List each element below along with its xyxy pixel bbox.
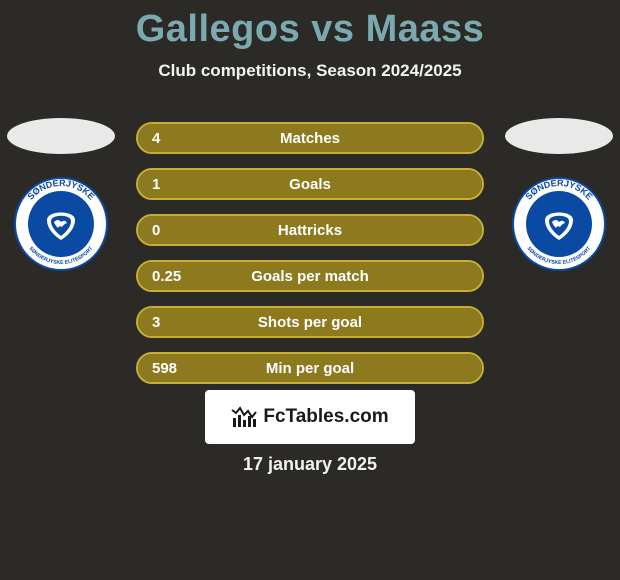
player-silhouette-right xyxy=(505,118,613,154)
stats-list: 4 Matches 1 Goals 0 Hattricks 0.25 Goals… xyxy=(138,124,482,400)
stat-row-border xyxy=(136,306,484,338)
stat-row-border xyxy=(136,352,484,384)
player-silhouette-left xyxy=(7,118,115,154)
logo-chart-icon xyxy=(231,406,257,428)
subtitle: Club competitions, Season 2024/2025 xyxy=(0,61,620,81)
comparison-card: Gallegos vs Maass Club competitions, Sea… xyxy=(0,0,620,580)
stat-row: 1 Goals xyxy=(138,170,482,198)
page-title: Gallegos vs Maass xyxy=(0,0,620,51)
stat-row-border xyxy=(136,168,484,200)
branding-text: FcTables.com xyxy=(263,406,388,428)
stat-row: 0.25 Goals per match xyxy=(138,262,482,290)
club-badge-right: SØNDERJYSKE SØNDERJYSKE ELITESPORT xyxy=(511,176,607,272)
stat-value: 0 xyxy=(152,222,160,239)
date-text: 17 january 2025 xyxy=(0,454,620,475)
club-ring-text-right: SØNDERJYSKE SØNDERJYSKE ELITESPORT xyxy=(511,176,607,272)
stat-value: 598 xyxy=(152,360,177,377)
stat-row: 3 Shots per goal xyxy=(138,308,482,336)
stat-value: 3 xyxy=(152,314,160,331)
player-left-column: SØNDERJYSKE SØNDERJYSKE ELITESPORT xyxy=(6,118,116,272)
stat-value: 4 xyxy=(152,130,160,147)
branding-link[interactable]: FcTables.com xyxy=(205,390,415,444)
stat-value: 1 xyxy=(152,176,160,193)
stat-value: 0.25 xyxy=(152,268,181,285)
stat-row: 598 Min per goal xyxy=(138,354,482,382)
player-right-column: SØNDERJYSKE SØNDERJYSKE ELITESPORT xyxy=(504,118,614,272)
stat-row: 4 Matches xyxy=(138,124,482,152)
stat-row-border xyxy=(136,260,484,292)
stat-row-border xyxy=(136,214,484,246)
stat-row: 0 Hattricks xyxy=(138,216,482,244)
stat-row-border xyxy=(136,122,484,154)
club-badge-left: SØNDERJYSKE SØNDERJYSKE ELITESPORT xyxy=(13,176,109,272)
club-ring-text-left: SØNDERJYSKE SØNDERJYSKE ELITESPORT xyxy=(13,176,109,272)
